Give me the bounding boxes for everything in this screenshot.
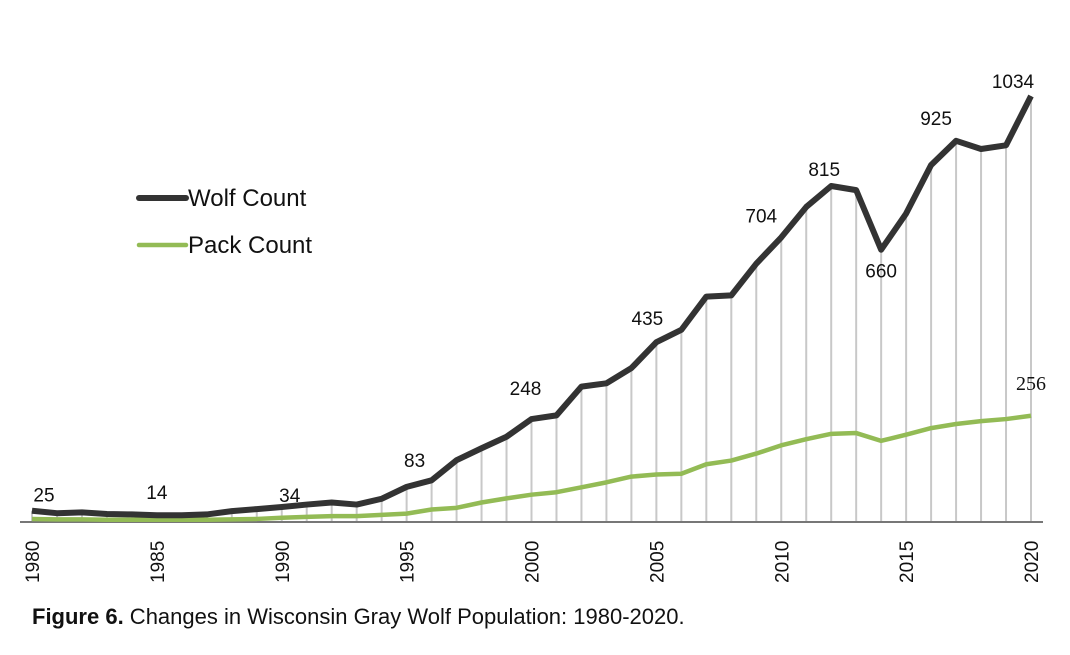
pack-count-line (31, 413, 1032, 523)
wolf-data-label-2020: 1034 (992, 72, 1035, 93)
x-tick-label-2005: 2005 (647, 541, 668, 583)
wolf-data-label-2012: 815 (808, 160, 840, 181)
legend-label-pack: Pack Count (188, 232, 312, 259)
figure-caption-lead: Figure 6. (32, 604, 124, 629)
legend: Wolf Count Pack Count (136, 185, 312, 259)
wolf-data-label-2000: 248 (510, 379, 542, 400)
x-axis-ticks: 1980 1985 1990 1995 2000 2005 2010 2015 2020 (23, 541, 1043, 583)
x-tick-label-2020: 2020 (1022, 541, 1043, 583)
drop-lines (31, 96, 1032, 521)
x-tick-label-2010: 2010 (772, 541, 793, 583)
wolf-data-label-1985: 14 (146, 483, 168, 504)
x-tick-label-2000: 2000 (523, 541, 544, 583)
x-tick-label-1980: 1980 (23, 541, 44, 583)
figure-caption-text: Changes in Wisconsin Gray Wolf Populatio… (123, 604, 685, 629)
x-tick-label-2015: 2015 (897, 541, 918, 583)
data-labels: 25 14 34 83 248 435 704 815 660 925 1034 256 (33, 72, 1046, 507)
figure-caption: Figure 6. Changes in Wisconsin Gray Wolf… (32, 604, 685, 630)
wolf-population-chart: 1980 1985 1990 1995 2000 2005 2010 2015 2020 25 1… (20, 72, 1046, 583)
wolf-data-label-2005: 435 (632, 309, 664, 330)
x-tick-label-1985: 1985 (148, 541, 169, 583)
pack-data-label-2020: 256 (1016, 373, 1046, 395)
wolf-data-label-1980: 25 (33, 486, 54, 507)
wolf-count-line (31, 94, 1034, 519)
x-tick-label-1995: 1995 (398, 541, 419, 583)
wolf-data-label-1990: 34 (279, 486, 301, 507)
wolf-data-label-1995: 83 (404, 451, 425, 472)
x-tick-label-1990: 1990 (273, 541, 294, 583)
legend-label-wolf: Wolf Count (188, 185, 307, 212)
wolf-data-label-2017: 925 (920, 109, 952, 130)
wolf-data-label-2014: 660 (865, 262, 897, 283)
wolf-data-label-2010: 704 (745, 206, 777, 227)
